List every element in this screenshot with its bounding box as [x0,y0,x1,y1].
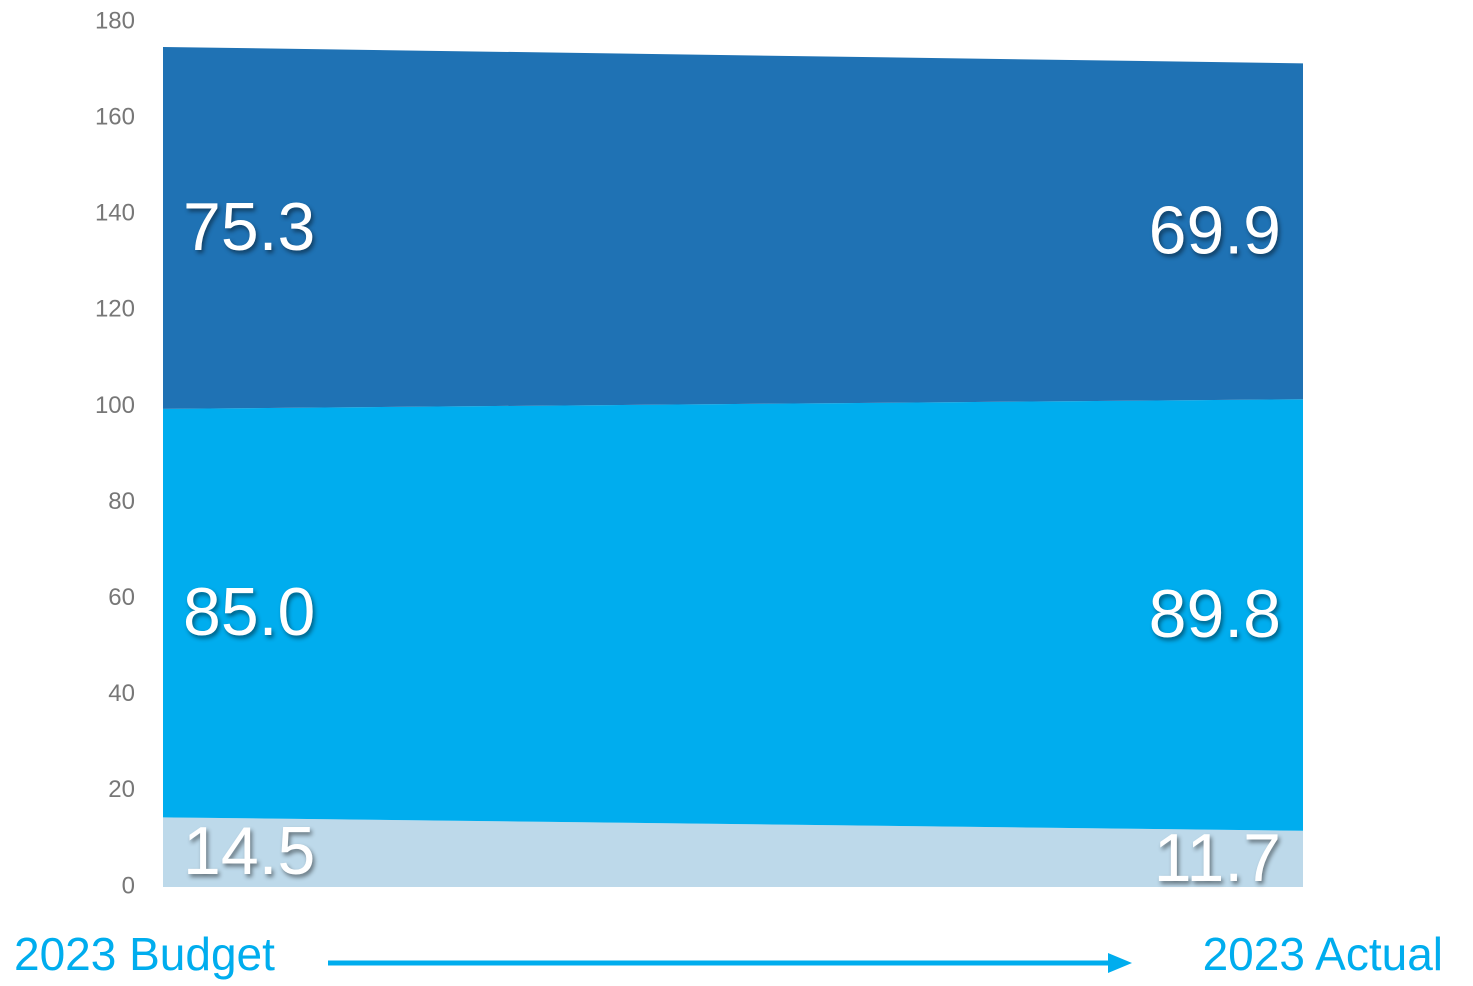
value-label: 85.0 [183,574,315,650]
y-tick-label: 180 [95,7,135,34]
arrow-head [1108,953,1132,973]
value-label: 14.5 [183,813,315,889]
arrow [328,953,1132,973]
y-tick-label: 120 [95,296,135,323]
area [163,817,1303,887]
y-tick-label: 40 [108,680,135,707]
area [163,46,1303,409]
y-tick-label: 100 [95,392,135,419]
x-tick-label: 2023 Budget [14,928,275,980]
x-tick-label: 2023 Actual [1203,928,1443,980]
y-tick-label: 60 [108,584,135,611]
y-tick-label: 140 [95,200,135,227]
y-tick-label: 80 [108,488,135,515]
y-tick-label: 20 [108,776,135,803]
y-tick-label: 160 [95,103,135,130]
value-label: 69.9 [1149,192,1281,268]
value-label: 11.7 [1154,820,1281,896]
value-label: 89.8 [1149,576,1281,652]
y-tick-label: 0 [122,872,135,899]
value-label: 75.3 [183,189,315,265]
area [163,399,1303,831]
